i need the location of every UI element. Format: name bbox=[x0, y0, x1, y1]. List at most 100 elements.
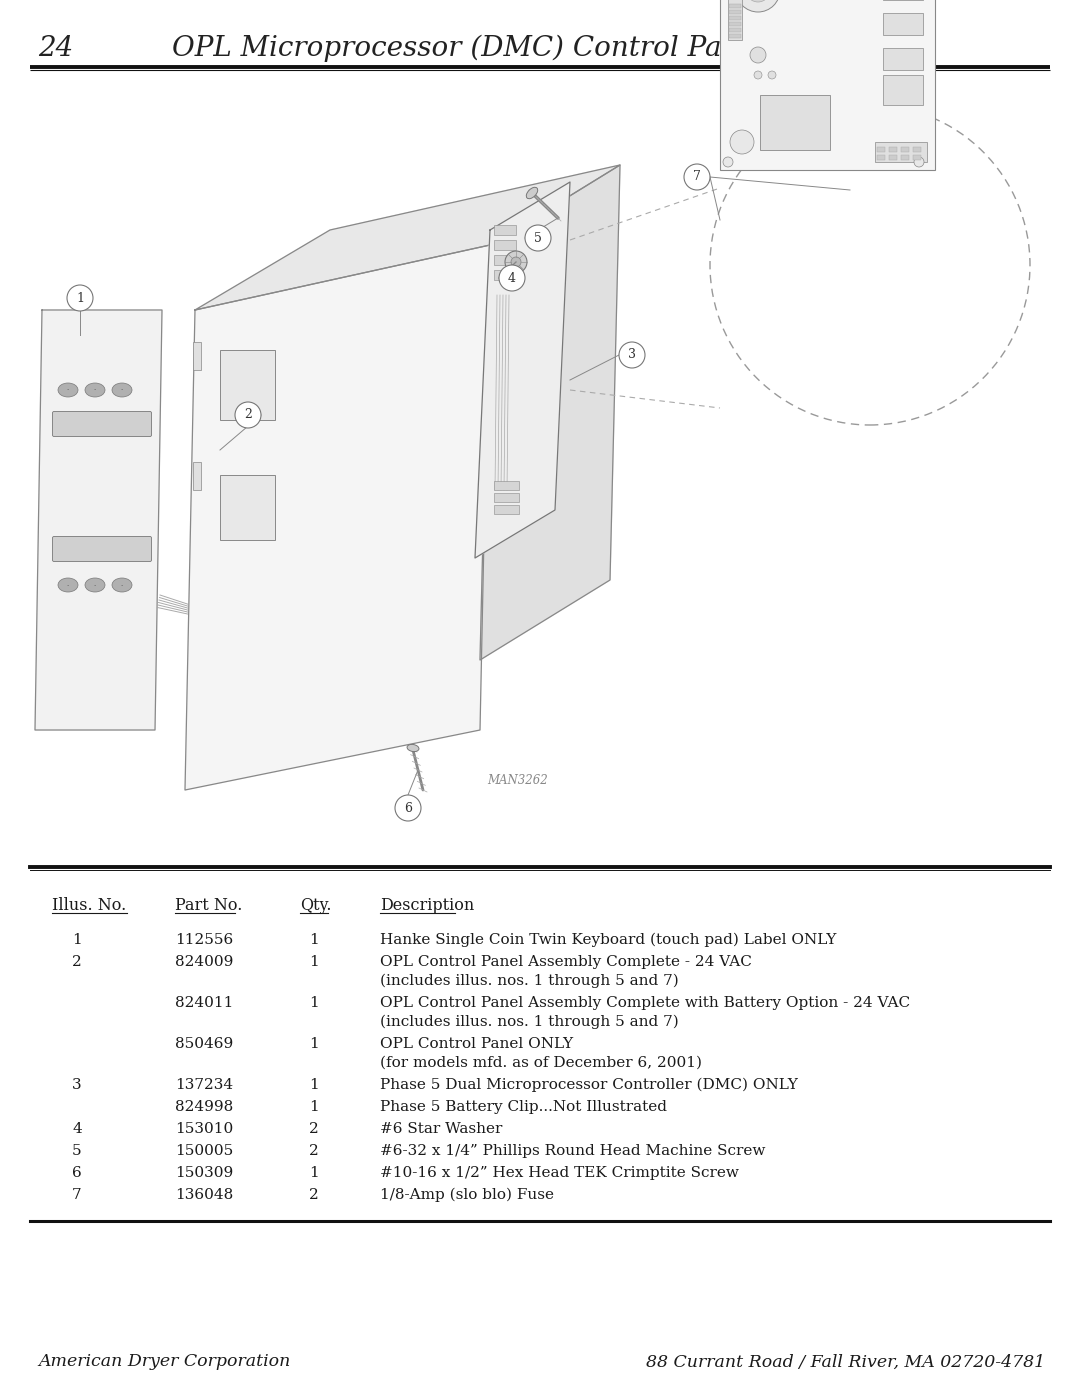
Circle shape bbox=[505, 251, 527, 272]
Ellipse shape bbox=[407, 745, 419, 752]
Bar bbox=[889, 155, 897, 161]
Text: 137234: 137234 bbox=[175, 1078, 233, 1092]
Text: 4: 4 bbox=[72, 1122, 82, 1136]
Bar bbox=[880, 149, 897, 158]
Text: Qty.: Qty. bbox=[300, 897, 332, 914]
Bar bbox=[877, 147, 885, 152]
Circle shape bbox=[710, 105, 1030, 425]
Bar bbox=[729, 4, 741, 8]
Bar bbox=[880, 149, 897, 158]
Bar bbox=[728, 0, 742, 41]
Polygon shape bbox=[475, 182, 570, 557]
Bar bbox=[889, 147, 897, 152]
Text: 3: 3 bbox=[72, 1078, 82, 1092]
Text: OPL Control Panel Assembly Complete - 24 VAC: OPL Control Panel Assembly Complete - 24… bbox=[380, 956, 752, 970]
Bar bbox=[875, 142, 927, 162]
Bar bbox=[901, 155, 909, 161]
Text: 1: 1 bbox=[72, 933, 82, 947]
Text: 24: 24 bbox=[38, 35, 73, 61]
Bar bbox=[729, 10, 741, 14]
Text: 7: 7 bbox=[72, 1187, 82, 1201]
Text: 1: 1 bbox=[309, 956, 319, 970]
Text: #6 Star Washer: #6 Star Washer bbox=[380, 1122, 502, 1136]
Text: 850469: 850469 bbox=[175, 1037, 233, 1051]
Bar bbox=[883, 75, 923, 105]
Text: 2: 2 bbox=[309, 1144, 319, 1158]
Text: MAN3262: MAN3262 bbox=[487, 774, 548, 787]
Text: (for models mfd. as of December 6, 2001): (for models mfd. as of December 6, 2001) bbox=[380, 1056, 702, 1070]
Text: Phase 5 Dual Microprocessor Controller (DMC) ONLY: Phase 5 Dual Microprocessor Controller (… bbox=[380, 1078, 798, 1092]
Circle shape bbox=[750, 47, 766, 63]
Ellipse shape bbox=[58, 383, 78, 397]
Bar bbox=[720, 0, 935, 170]
Circle shape bbox=[499, 265, 525, 291]
Bar bbox=[494, 240, 516, 250]
Text: 4: 4 bbox=[508, 271, 516, 285]
Text: 153010: 153010 bbox=[175, 1122, 233, 1136]
Polygon shape bbox=[185, 244, 490, 789]
Text: 1: 1 bbox=[309, 933, 319, 947]
Bar bbox=[220, 475, 275, 541]
Text: 88 Currant Road / Fall River, MA 02720-4781: 88 Currant Road / Fall River, MA 02720-4… bbox=[646, 1354, 1045, 1370]
Ellipse shape bbox=[85, 383, 105, 397]
Text: 5: 5 bbox=[72, 1144, 82, 1158]
Bar bbox=[193, 462, 201, 490]
Text: (includes illus. nos. 1 through 5 and 7): (includes illus. nos. 1 through 5 and 7) bbox=[380, 1014, 678, 1030]
Text: 1: 1 bbox=[309, 1078, 319, 1092]
Text: 824009: 824009 bbox=[175, 956, 233, 970]
Text: 2: 2 bbox=[244, 408, 252, 422]
Bar bbox=[193, 342, 201, 370]
Circle shape bbox=[619, 342, 645, 367]
Text: American Dryer Corporation: American Dryer Corporation bbox=[38, 1354, 291, 1370]
Text: ..: .. bbox=[66, 387, 70, 391]
Polygon shape bbox=[35, 310, 162, 731]
Text: 7: 7 bbox=[693, 170, 701, 183]
Text: 1: 1 bbox=[309, 1099, 319, 1113]
Bar bbox=[883, 13, 923, 35]
Text: 150005: 150005 bbox=[175, 1144, 233, 1158]
Circle shape bbox=[525, 225, 551, 251]
Ellipse shape bbox=[526, 187, 538, 198]
Bar bbox=[883, 47, 923, 70]
Text: 2: 2 bbox=[309, 1122, 319, 1136]
Text: ..: .. bbox=[93, 387, 97, 391]
Text: OPL Control Panel Assembly Complete with Battery Option - 24 VAC: OPL Control Panel Assembly Complete with… bbox=[380, 996, 910, 1010]
Ellipse shape bbox=[112, 383, 132, 397]
Text: 2: 2 bbox=[72, 956, 82, 970]
Ellipse shape bbox=[85, 578, 105, 592]
Bar bbox=[494, 481, 519, 490]
Bar bbox=[729, 15, 741, 20]
Circle shape bbox=[67, 285, 93, 312]
Text: Hanke Single Coin Twin Keyboard (touch pad) Label ONLY: Hanke Single Coin Twin Keyboard (touch p… bbox=[380, 933, 836, 947]
Bar bbox=[494, 225, 516, 235]
Text: 6: 6 bbox=[72, 1166, 82, 1180]
Text: (includes illus. nos. 1 through 5 and 7): (includes illus. nos. 1 through 5 and 7) bbox=[380, 974, 678, 988]
Ellipse shape bbox=[112, 578, 132, 592]
Text: #6-32 x 1/4” Phillips Round Head Machine Screw: #6-32 x 1/4” Phillips Round Head Machine… bbox=[380, 1144, 766, 1158]
Text: Phase 5 Battery Clip...Not Illustrated: Phase 5 Battery Clip...Not Illustrated bbox=[380, 1099, 667, 1113]
Circle shape bbox=[395, 795, 421, 821]
Bar bbox=[220, 351, 275, 420]
Bar bbox=[494, 493, 519, 502]
Text: 3: 3 bbox=[627, 348, 636, 362]
Text: #10-16 x 1/2” Hex Head TEK Crimptite Screw: #10-16 x 1/2” Hex Head TEK Crimptite Scr… bbox=[380, 1166, 739, 1180]
Text: 2: 2 bbox=[309, 1187, 319, 1201]
Bar bbox=[913, 155, 921, 161]
Bar bbox=[494, 270, 516, 279]
Circle shape bbox=[730, 130, 754, 154]
Text: 1: 1 bbox=[309, 1166, 319, 1180]
Polygon shape bbox=[195, 165, 620, 310]
Text: 5: 5 bbox=[535, 232, 542, 244]
Text: OPL Microprocessor (DMC) Control Panel Assembly: OPL Microprocessor (DMC) Control Panel A… bbox=[173, 35, 907, 61]
Text: 1: 1 bbox=[309, 996, 319, 1010]
FancyBboxPatch shape bbox=[53, 536, 151, 562]
Text: 136048: 136048 bbox=[175, 1187, 233, 1201]
Bar bbox=[729, 22, 741, 27]
Circle shape bbox=[735, 0, 780, 13]
Polygon shape bbox=[480, 165, 620, 659]
Circle shape bbox=[511, 257, 521, 267]
Text: 1/8-Amp (slo blo) Fuse: 1/8-Amp (slo blo) Fuse bbox=[380, 1187, 554, 1203]
Text: 824998: 824998 bbox=[175, 1099, 233, 1113]
Text: 1: 1 bbox=[76, 292, 84, 305]
Bar bbox=[494, 504, 519, 514]
